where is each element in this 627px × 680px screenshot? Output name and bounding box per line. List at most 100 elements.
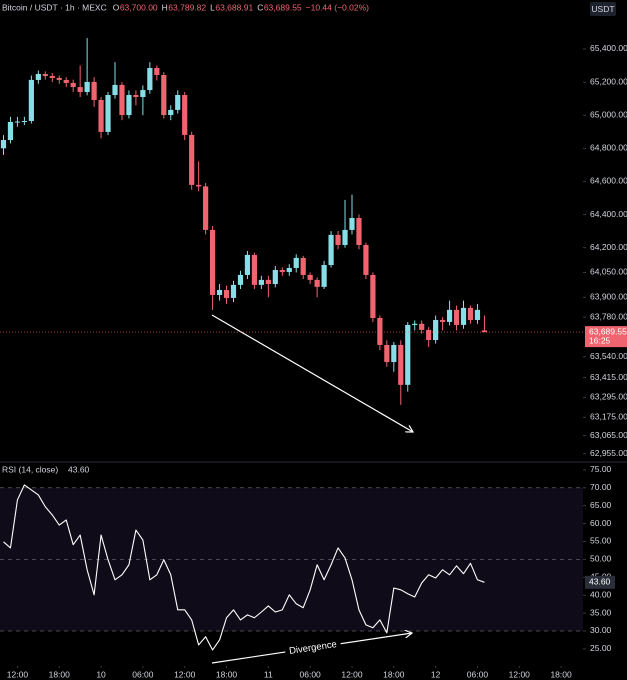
candle-body	[42, 73, 48, 76]
change: −10.44 (−0.02%)	[306, 2, 369, 12]
candle-body	[293, 257, 299, 268]
trend-arrow	[211, 314, 413, 432]
candle-body	[112, 84, 118, 96]
legend-key: C	[257, 2, 263, 12]
y-tick-label: 64,400.00	[590, 209, 627, 219]
candle-body	[209, 229, 216, 295]
candle-body	[272, 269, 278, 285]
candle-body	[328, 234, 334, 266]
candle-body	[314, 279, 320, 287]
candle-body	[63, 79, 69, 83]
candle-body	[279, 269, 285, 272]
candle-body	[349, 217, 355, 230]
y-tick-label: 25.00	[590, 643, 612, 653]
x-tick-label: 18:00	[49, 669, 71, 679]
countdown: 16:25	[589, 335, 611, 345]
y-tick-label: 64,800.00	[590, 143, 627, 153]
x-tick-label: 18:00	[216, 669, 238, 679]
candle-body	[405, 324, 411, 385]
candle-body	[105, 95, 111, 132]
candle-body	[300, 257, 306, 275]
candle-body	[467, 307, 474, 320]
candle-body	[49, 75, 55, 78]
y-tick-label: 30.00	[590, 625, 612, 635]
x-tick-label: 11	[264, 669, 273, 679]
x-tick-label: 12:00	[341, 669, 363, 679]
candle-body	[175, 95, 181, 110]
x-tick-label: 06:00	[467, 669, 489, 679]
legend-value: 63,700.00	[120, 2, 158, 12]
candle-body	[223, 290, 230, 298]
candle-body	[446, 309, 453, 322]
candle-body	[384, 344, 390, 363]
y-tick-label: 55.00	[590, 536, 612, 546]
x-tick-label: 12:00	[174, 669, 196, 679]
currency-button[interactable]	[590, 2, 616, 16]
candle-body	[453, 309, 460, 325]
x-tick-label: 12:00	[7, 669, 29, 679]
candle-body	[7, 121, 14, 141]
candle-body	[98, 99, 104, 132]
candle-body	[439, 319, 446, 322]
candle-body	[119, 84, 125, 116]
candle-body	[412, 323, 418, 325]
candle-body	[161, 74, 167, 116]
y-tick-label: 62,955.00	[590, 448, 627, 458]
y-tick-label: 64,050.00	[590, 267, 627, 277]
candle-body	[286, 267, 292, 272]
candle-body	[258, 279, 264, 285]
candle-body	[182, 95, 188, 135]
candle-body	[391, 344, 397, 363]
legend-value: 63,688.91	[215, 2, 253, 12]
x-tick-label: 10	[96, 669, 106, 679]
candle-body	[419, 323, 425, 330]
candle-body	[203, 186, 209, 230]
candle-body	[28, 79, 34, 122]
candle-body	[56, 77, 62, 80]
y-tick-label: 70.00	[590, 482, 612, 492]
y-tick-label: 65,200.00	[590, 76, 627, 86]
rsi-title: RSI (14, close)	[2, 464, 58, 474]
candle-body	[481, 330, 488, 333]
rsi-line	[3, 484, 485, 651]
current-price-label: 63,689.55	[589, 326, 627, 336]
x-tick-label: 06:00	[132, 669, 154, 679]
header: Bitcoin / USDT · 1h · MEXC O 63,700.00 H 63…	[2, 2, 369, 12]
candle-body	[370, 274, 376, 318]
candle-body	[342, 229, 348, 245]
candle-body	[433, 319, 439, 340]
legend-value: 63,789.82	[168, 2, 206, 12]
candle-body	[377, 317, 383, 345]
candle-body	[133, 95, 139, 97]
current-price-box	[585, 326, 627, 348]
candle-body	[154, 68, 160, 75]
candle-body	[21, 121, 27, 123]
y-tick-label: 63,540.00	[590, 351, 627, 361]
candle-body	[474, 309, 481, 320]
candle-body	[230, 284, 237, 298]
candle-body	[363, 244, 369, 275]
candle-body	[126, 95, 132, 116]
x-tick-label: 06:00	[300, 669, 322, 679]
candle-body	[196, 184, 202, 187]
legend-key: L	[210, 2, 215, 12]
x-tick-label: 18:00	[383, 669, 405, 679]
x-tick-label: 12	[431, 669, 441, 679]
y-tick-label: 50.00	[590, 554, 612, 564]
currency[interactable]: USDT	[591, 4, 614, 14]
candle-body	[70, 82, 76, 88]
candle-body	[426, 329, 432, 340]
candle-body	[14, 121, 21, 123]
y-tick-label: 63,415.00	[590, 372, 627, 382]
rsi-current: 43.60	[68, 464, 90, 474]
y-tick-label: 60.00	[590, 518, 612, 528]
y-tick-label: 63,175.00	[590, 412, 627, 422]
y-tick-label: 63,780.00	[590, 311, 627, 321]
y-tick-label: 65,400.00	[590, 43, 627, 53]
candle-body	[189, 134, 195, 185]
candle-body	[216, 290, 223, 295]
